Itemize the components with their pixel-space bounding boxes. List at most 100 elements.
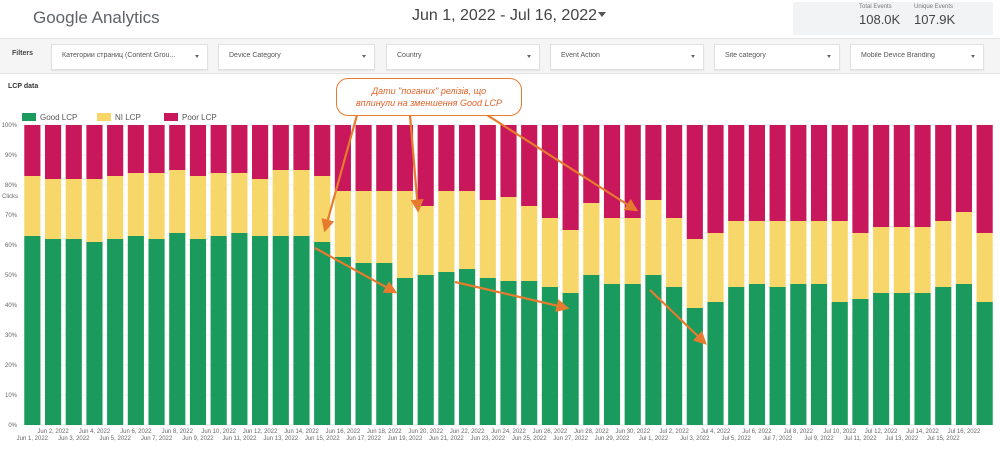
chevron-down-icon[interactable] xyxy=(598,12,606,17)
bar-ni-lcp xyxy=(293,170,310,236)
bar-ni-lcp xyxy=(86,179,103,242)
arrow-icon xyxy=(454,280,570,313)
date-range-selector[interactable]: Jun 1, 2022 - Jul 16, 2022 xyxy=(412,7,598,24)
y-tick-label: 20% xyxy=(5,363,18,369)
bar-poor-lcp xyxy=(541,125,558,218)
filter-label: Site category xyxy=(725,52,766,59)
bar-poor-lcp xyxy=(376,125,393,191)
bar-good-lcp xyxy=(873,293,890,425)
bar-ni-lcp xyxy=(355,191,372,263)
x-tick-label: Jul 3, 2022 xyxy=(680,436,710,442)
x-tick-label: Jun 30, 2022 xyxy=(615,429,650,435)
bar-ni-lcp xyxy=(666,218,683,287)
bar-poor-lcp xyxy=(976,125,993,233)
bar-ni-lcp xyxy=(541,218,558,287)
bar-good-lcp xyxy=(376,263,393,425)
x-tick-label: Jul 5, 2022 xyxy=(722,436,752,442)
bar-good-lcp xyxy=(355,263,372,425)
bar-ni-lcp xyxy=(127,173,144,236)
bar-ni-lcp xyxy=(210,173,227,236)
bar-poor-lcp xyxy=(728,125,745,221)
y-tick-label: 0% xyxy=(8,423,17,429)
bar-good-lcp xyxy=(252,236,269,425)
bar-ni-lcp xyxy=(148,173,165,239)
bar-ni-lcp xyxy=(231,173,248,233)
x-tick-label: Jun 1, 2022 xyxy=(17,436,49,442)
bar-poor-lcp xyxy=(893,125,910,227)
bar-ni-lcp xyxy=(686,239,703,308)
bar-good-lcp xyxy=(272,236,289,425)
bar-good-lcp xyxy=(769,287,786,425)
bar-good-lcp xyxy=(790,284,807,425)
x-tick-label: Jun 4, 2022 xyxy=(79,429,111,435)
y-tick-label: 90% xyxy=(5,153,18,159)
bar-ni-lcp xyxy=(252,179,269,236)
x-tick-label: Jul 2, 2022 xyxy=(659,429,689,435)
bar-good-lcp xyxy=(707,302,724,425)
bar-ni-lcp xyxy=(831,221,848,302)
bar-poor-lcp xyxy=(666,125,683,218)
bar-good-lcp xyxy=(500,281,517,425)
x-tick-label: Jun 5, 2022 xyxy=(99,436,131,442)
metric-unique-events: Unique Events 107.9K xyxy=(914,4,955,27)
metric-total-events: Total Events 108.0K xyxy=(859,4,900,27)
bar-ni-lcp xyxy=(521,206,538,281)
section-title: LCP data xyxy=(8,83,39,90)
x-tick-label: Jun 20, 2022 xyxy=(408,429,443,435)
filter-content-group[interactable]: Категории страниц (Content Grou... xyxy=(51,44,208,70)
bar-good-lcp xyxy=(603,284,621,425)
legend-label: Poor LCP xyxy=(182,113,217,122)
x-tick-label: Jun 16, 2022 xyxy=(326,429,361,435)
bar-good-lcp xyxy=(686,308,703,425)
y-tick-label: 50% xyxy=(5,273,18,279)
filter-site-category[interactable]: Site category xyxy=(714,44,840,70)
bar-good-lcp xyxy=(914,293,931,425)
y-axis: 0% 10% 20% 30% 40% 50% 60% 70% 80% 90% 100% Clicks xyxy=(2,123,18,429)
filter-device-category[interactable]: Device Category xyxy=(218,44,375,70)
bar-poor-lcp xyxy=(707,125,724,233)
bar-good-lcp xyxy=(107,239,124,425)
metric-label: Unique Events xyxy=(914,4,954,10)
bar-poor-lcp xyxy=(86,125,103,179)
x-tick-label: Jun 24, 2022 xyxy=(491,429,526,435)
legend-swatch xyxy=(164,113,178,121)
legend-swatch xyxy=(97,113,111,121)
x-tick-label: Jul 15, 2022 xyxy=(927,436,960,442)
bar-ni-lcp xyxy=(479,200,496,278)
chevron-down-icon xyxy=(691,55,695,58)
bar-ni-lcp xyxy=(935,221,952,287)
bar-good-lcp xyxy=(666,287,683,425)
x-tick-label: Jun 2, 2022 xyxy=(37,429,69,435)
legend-label: Good LCP xyxy=(40,113,77,122)
metric-value: 108.0K xyxy=(859,12,901,27)
y-tick-label: 30% xyxy=(5,333,18,339)
bar-good-lcp xyxy=(935,287,952,425)
bar-ni-lcp xyxy=(314,176,331,242)
filter-mobile-device-branding[interactable]: Mobile Device Branding xyxy=(850,44,984,70)
filter-event-action[interactable]: Event Action xyxy=(550,44,704,70)
x-tick-label: Jun 26, 2022 xyxy=(533,429,568,435)
bar-good-lcp xyxy=(396,278,414,425)
x-tick-label: Jul 1, 2022 xyxy=(639,436,669,442)
legend-label: NI LCP xyxy=(115,113,141,122)
annotation-callout: Дати "поганих" релізів, що вплинули на з… xyxy=(336,78,522,116)
bar-ni-lcp xyxy=(976,233,993,302)
bar-ni-lcp xyxy=(810,221,828,284)
filters-label: Filters xyxy=(12,50,34,57)
bar-poor-lcp xyxy=(914,125,931,227)
metrics-summary: Total Events 108.0K Unique Events 107.9K xyxy=(793,2,993,35)
bar-poor-lcp xyxy=(148,125,165,173)
metric-label: Total Events xyxy=(859,4,892,10)
y-tick-label: 80% xyxy=(5,183,18,189)
x-tick-label: Jun 3, 2022 xyxy=(58,436,90,442)
bar-poor-lcp xyxy=(790,125,807,221)
bar-poor-lcp xyxy=(210,125,227,173)
chevron-down-icon xyxy=(195,55,199,58)
bar-poor-lcp xyxy=(334,125,351,191)
bar-ni-lcp xyxy=(417,206,434,275)
x-tick-label: Jun 18, 2022 xyxy=(367,429,402,435)
bar-good-lcp xyxy=(231,233,248,425)
filter-country[interactable]: Country xyxy=(386,44,540,70)
